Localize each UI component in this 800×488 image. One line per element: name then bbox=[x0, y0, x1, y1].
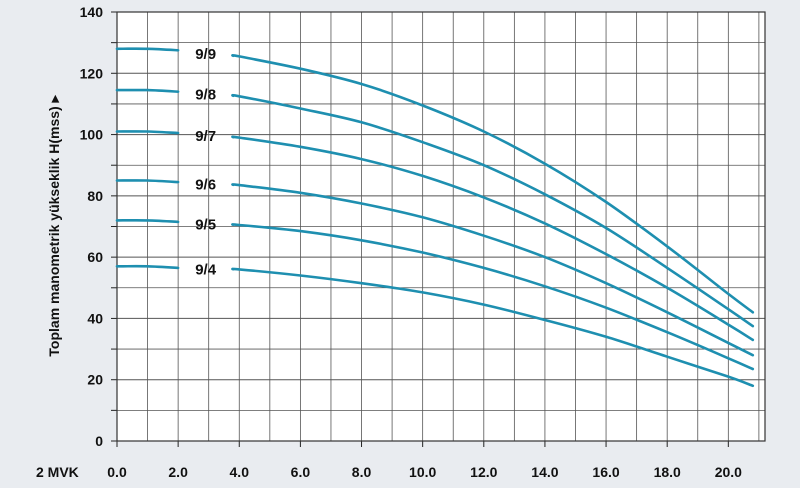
y-axis-title: Toplam manometrik yükseklik H(mss) ▸ bbox=[46, 94, 62, 356]
series-line-9-6-left bbox=[115, 179, 180, 184]
y-tick-label: 80 bbox=[87, 188, 103, 204]
grid bbox=[111, 11, 766, 447]
y-tick-label: 120 bbox=[80, 65, 104, 81]
x-tick-label: 14.0 bbox=[531, 464, 558, 480]
series-label: 9/7 bbox=[195, 128, 216, 145]
x-axis-prefix-label: 2 MVK bbox=[36, 464, 79, 480]
y-tick-label: 40 bbox=[87, 310, 103, 326]
series-label: 9/9 bbox=[195, 46, 216, 63]
x-tick-label: 0.0 bbox=[107, 464, 127, 480]
x-tick-label: 8.0 bbox=[352, 464, 372, 480]
series-labels: 9/9 9/8 9/7 9/6 9/5 9/4 bbox=[195, 46, 217, 278]
y-tick-label: 100 bbox=[80, 127, 104, 143]
x-tick-label: 18.0 bbox=[654, 464, 681, 480]
x-tick-label: 6.0 bbox=[291, 464, 311, 480]
series-line-9-6 bbox=[231, 183, 755, 357]
y-tick-label: 60 bbox=[87, 249, 103, 265]
series-line-9-5 bbox=[231, 223, 755, 371]
series-label: 9/6 bbox=[195, 176, 216, 193]
x-tick-label: 20.0 bbox=[715, 464, 742, 480]
series-line-9-5-left bbox=[115, 218, 180, 224]
x-tick-label: 16.0 bbox=[592, 464, 619, 480]
y-tick-label: 140 bbox=[80, 4, 104, 20]
series-line-9-9 bbox=[231, 54, 755, 314]
y-tick-label: 20 bbox=[87, 372, 103, 388]
series-label: 9/8 bbox=[195, 87, 216, 104]
series-line-9-8-left bbox=[115, 88, 180, 93]
series-label: 9/5 bbox=[195, 216, 216, 233]
series-line-9-4-left bbox=[115, 264, 180, 270]
series-label: 9/4 bbox=[195, 262, 217, 279]
series-line-9-8 bbox=[231, 93, 755, 328]
series-line-9-7-left bbox=[115, 130, 180, 135]
plot-frame bbox=[116, 11, 766, 442]
x-tick-label: 4.0 bbox=[230, 464, 250, 480]
tick-labels: 0 20 40 60 80 100 120 140 0.0 2.0 4.0 6.0 8.0 10.0 12.… bbox=[80, 4, 743, 480]
series-line-9-9-left bbox=[115, 47, 180, 52]
y-tick-label: 0 bbox=[95, 433, 103, 449]
x-tick-label: 2.0 bbox=[168, 464, 188, 480]
series-line-9-7 bbox=[231, 135, 755, 342]
series-lines bbox=[115, 47, 755, 388]
series-line-9-4 bbox=[231, 267, 755, 388]
x-tick-label: 12.0 bbox=[470, 464, 497, 480]
x-tick-label: 10.0 bbox=[409, 464, 436, 480]
